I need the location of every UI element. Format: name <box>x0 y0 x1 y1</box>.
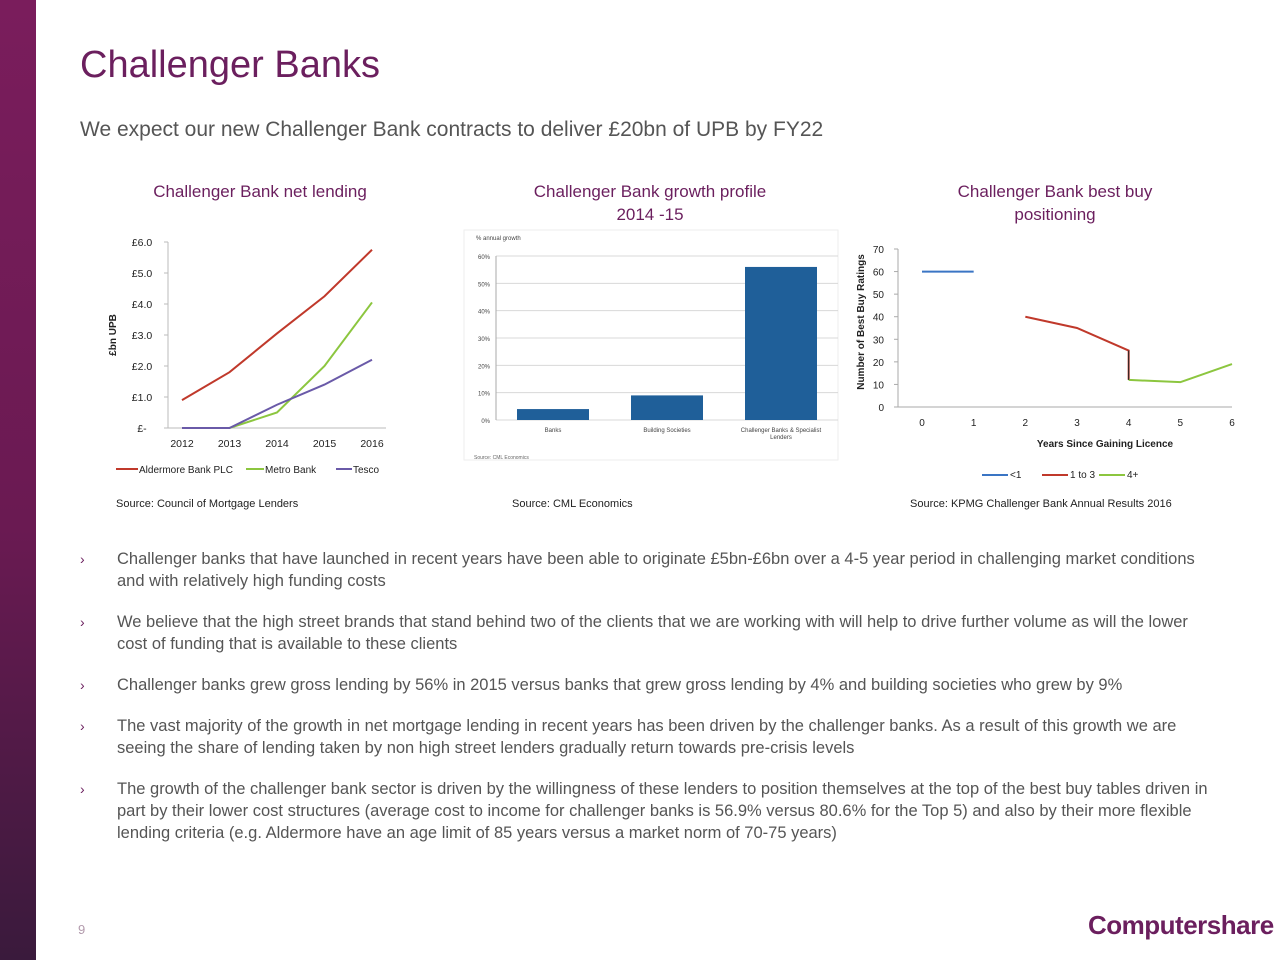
bullet-text: The vast majority of the growth in net m… <box>117 717 1177 757</box>
left-accent-bar <box>0 0 36 960</box>
x-tick-label: 5 <box>1178 418 1184 429</box>
legend-label: 4+ <box>1127 470 1139 481</box>
y-tick-label: 10 <box>873 380 885 391</box>
page-title: Challenger Banks <box>80 44 380 86</box>
series-line <box>1025 315 1130 380</box>
bullet-marker: › <box>80 718 85 734</box>
bar <box>517 409 589 420</box>
y-tick-label: £6.0 <box>132 237 153 249</box>
y-tick-label: 60% <box>478 255 491 261</box>
y-tick-label: 30% <box>478 337 491 343</box>
bullet-text: Challenger banks grew gross lending by 5… <box>117 676 1123 694</box>
net-lending-source: Source: Council of Mortgage Lenders <box>116 498 299 510</box>
y-tick-label: 50% <box>478 282 491 288</box>
y-tick-label: £3.0 <box>132 330 153 342</box>
bullet-text: Challenger banks that have launched in r… <box>117 550 1195 590</box>
y-axis-title: Number of Best Buy Ratings <box>856 254 867 390</box>
x-tick-label: 1 <box>971 418 977 429</box>
net-lending-heading: Challenger Bank net lending <box>153 182 367 201</box>
chart-frame <box>463 229 839 461</box>
x-tick-label: 2016 <box>360 438 384 450</box>
bullet-marker: › <box>80 614 85 630</box>
x-tick-label: 4 <box>1126 418 1132 429</box>
legend-label: 1 to 3 <box>1070 470 1095 481</box>
bullet-item: › The growth of the challenger bank secto… <box>80 778 1220 844</box>
y-tick-label: 20% <box>478 364 491 370</box>
bar <box>631 395 703 420</box>
bullet-marker: › <box>80 781 85 797</box>
y-tick-label: 0% <box>481 419 490 425</box>
y-tick-label: £1.0 <box>132 392 153 404</box>
bullet-item: › Challenger banks grew gross lending by … <box>80 674 1220 696</box>
y-tick-label: £4.0 <box>132 299 153 311</box>
y-tick-label: 40 <box>873 313 885 324</box>
bullet-marker: › <box>80 551 85 567</box>
growth-profile-source: Source: CML Economics <box>512 498 633 510</box>
inner-source-note: Source: CML Economics <box>474 455 529 461</box>
series-line-aldermore-bank-plc <box>181 249 373 401</box>
y-tick-label: 50 <box>873 290 885 301</box>
bullet-item: › We believe that the high street brands … <box>80 611 1220 655</box>
series-line <box>1128 363 1233 384</box>
x-tick-label: 0 <box>919 418 925 429</box>
x-tick-label: 2012 <box>170 438 194 450</box>
x-tick-label: Challenger Banks & Specialist <box>741 428 822 434</box>
x-tick-label: Building Societies <box>643 428 690 434</box>
page-number: 9 <box>78 922 86 937</box>
x-tick-label: 2013 <box>218 438 242 450</box>
computershare-logo: Computershare <box>1088 910 1274 940</box>
x-tick-label: Banks <box>545 428 562 434</box>
growth-profile-heading: Challenger Bank growth profile 2014 -15 <box>533 182 767 224</box>
x-tick-label: 6 <box>1229 418 1235 429</box>
bullet-marker: › <box>80 677 85 693</box>
y-tick-label: 40% <box>478 310 491 316</box>
x-axis-title: Years Since Gaining Licence <box>1037 439 1174 450</box>
growth-profile-chart: 0% 10% 20% 30% 40% 50% 60% % annual growth Banks… <box>463 229 839 461</box>
x-tick-label: 3 <box>1074 418 1080 429</box>
best-buy-chart: 0 10 20 30 40 50 60 70 0 1 2 3 4 5 6 Years Since Gainin… <box>856 245 1235 481</box>
y-tick-label: £2.0 <box>132 361 153 373</box>
legend-label: <1 <box>1010 470 1022 481</box>
page-subtitle: We expect our new Challenger Bank contra… <box>80 118 824 141</box>
x-tick-label: Lenders <box>770 435 792 441</box>
best-buy-heading: Challenger Bank best buy positioning <box>957 182 1153 224</box>
y-tick-label: 10% <box>478 392 491 398</box>
bullet-item: › The vast majority of the growth in net … <box>80 715 1220 759</box>
y-tick-label: 70 <box>873 245 885 256</box>
legend-label: Metro Bank <box>265 465 317 476</box>
bullet-item: › Challenger banks that have launched in … <box>80 548 1220 592</box>
y-tick-label: 20 <box>873 358 885 369</box>
series-line-tesco <box>182 358 373 429</box>
legend-label: Aldermore Bank PLC <box>139 465 233 476</box>
x-tick-label: 2015 <box>313 438 337 450</box>
best-buy-source: Source: KPMG Challenger Bank Annual Resu… <box>910 498 1172 510</box>
net-lending-chart: £- £1.0 £2.0 £3.0 £4.0 £5.0 £6.0 2012 2013 2014 20… <box>108 237 386 476</box>
series-line-metro-bank <box>182 301 373 429</box>
bullet-text: The growth of the challenger bank sector… <box>117 780 1208 842</box>
y-axis-title: £bn UPB <box>108 314 119 356</box>
y-tick-label: 60 <box>873 268 885 279</box>
y-tick-label: 0 <box>878 403 884 414</box>
x-tick-label: 2 <box>1023 418 1029 429</box>
bullet-list: › Challenger banks that have launched in … <box>80 548 1220 863</box>
bar <box>745 266 817 420</box>
y-tick-label: £- <box>137 423 147 435</box>
bullet-text: We believe that the high street brands t… <box>117 613 1188 653</box>
y-tick-label: 30 <box>873 335 885 346</box>
y-axis-title: % annual growth <box>476 236 521 242</box>
legend-label: Tesco <box>353 465 380 476</box>
y-tick-label: £5.0 <box>132 268 153 280</box>
x-tick-label: 2014 <box>265 438 289 450</box>
